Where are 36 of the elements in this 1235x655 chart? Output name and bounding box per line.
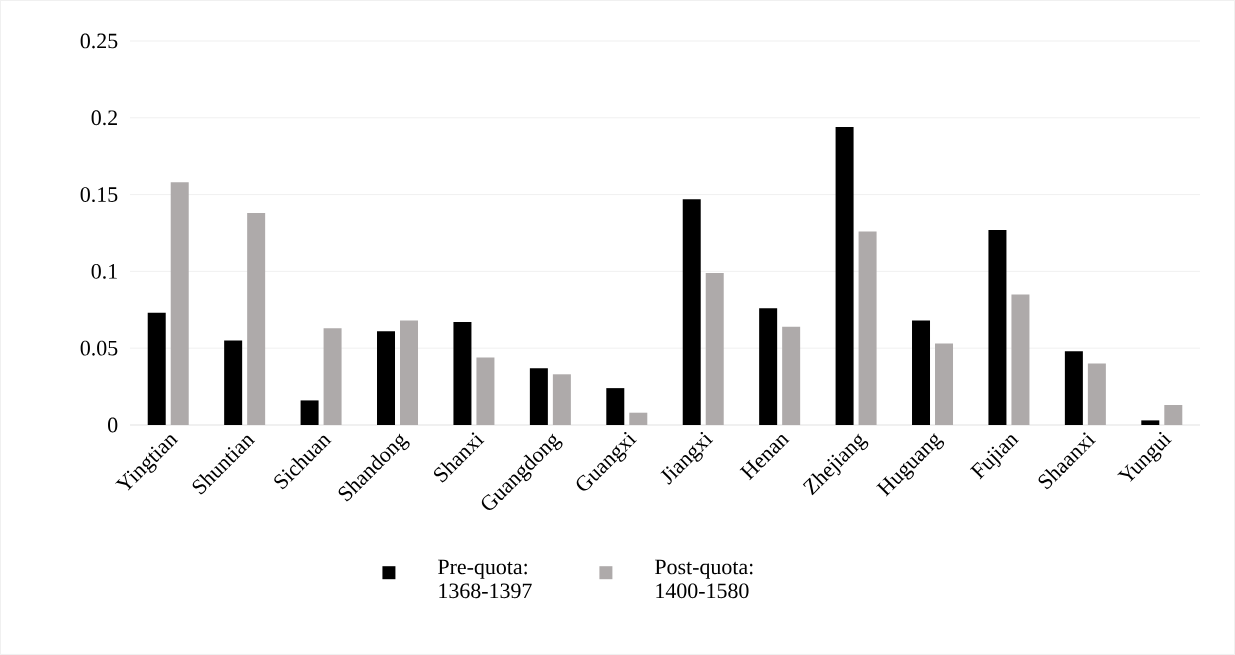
bar <box>247 213 266 425</box>
bar <box>377 331 396 425</box>
bar <box>1011 294 1030 425</box>
bar <box>529 368 548 425</box>
y-tick-label: 0 <box>108 417 118 433</box>
bar <box>1164 405 1183 425</box>
bar <box>682 199 701 425</box>
bar <box>400 320 419 425</box>
legend-label: Post-quota: 1400-1580 <box>655 559 753 599</box>
bar <box>912 320 931 425</box>
bar <box>453 322 472 425</box>
bar <box>323 328 342 425</box>
bar <box>606 388 625 425</box>
y-tick-label: 0.05 <box>80 340 118 356</box>
bar <box>835 127 854 425</box>
bar <box>1087 363 1106 425</box>
bar <box>705 272 724 425</box>
bar <box>300 400 319 425</box>
bar <box>759 308 778 425</box>
bar <box>629 412 648 425</box>
bar <box>988 229 1007 425</box>
bar <box>1141 420 1160 425</box>
bar <box>170 182 189 425</box>
y-tick-label: 0.15 <box>80 187 118 203</box>
bar <box>1064 351 1083 425</box>
bar <box>858 231 877 425</box>
bar <box>147 312 166 425</box>
bar <box>224 340 243 425</box>
bar <box>552 374 571 425</box>
bar <box>782 326 801 425</box>
y-tick-label: 0.1 <box>91 263 117 279</box>
bar <box>935 343 954 425</box>
y-tick-label: 0.25 <box>80 33 118 49</box>
bar <box>476 357 495 425</box>
legend-label: Pre-quota: 1368-1397 <box>438 559 532 599</box>
y-tick-label: 0.2 <box>91 110 117 126</box>
